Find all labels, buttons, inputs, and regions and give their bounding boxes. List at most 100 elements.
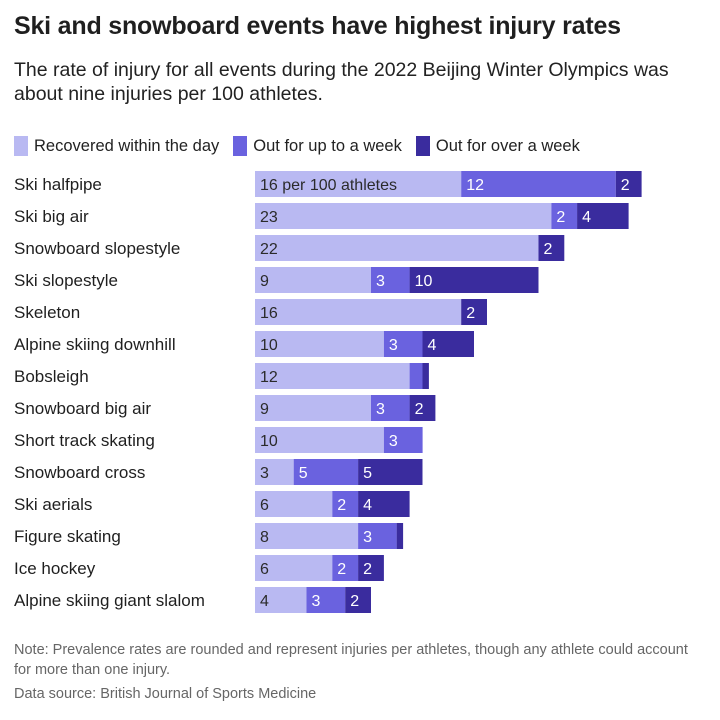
bar-row-ice-hockey: Ice hockey 6 2 2	[14, 555, 384, 581]
bar-segment-recovered	[255, 331, 384, 357]
data-label: 12	[260, 369, 278, 386]
bar-segment-recovered	[255, 555, 333, 581]
legend-label-week: Out for up to a week	[253, 136, 402, 155]
bar-segment-recovered	[255, 459, 294, 485]
data-label: 23	[260, 209, 278, 226]
data-label: 2	[337, 561, 346, 578]
data-label: 2	[415, 401, 424, 418]
bar-row-short-track-skating: Short track skating 10 3	[14, 427, 423, 453]
bar-segment-recovered	[255, 427, 384, 453]
legend-item-recovered: Recovered within the day	[14, 136, 219, 156]
legend-item-week: Out for up to a week	[233, 136, 402, 156]
data-label: 16	[260, 305, 278, 322]
bar-row-ski-big-air: Ski big air 23 2 4	[14, 203, 629, 229]
bar-segment-week	[306, 587, 346, 613]
bar-segment-over-week	[345, 587, 371, 613]
bar-segment-over-week	[396, 523, 404, 549]
data-label: 22	[260, 241, 278, 258]
bar-segment-week	[461, 171, 616, 197]
chart-subtitle: The rate of injury for all events during…	[14, 59, 669, 105]
bar-segment-recovered	[255, 267, 371, 293]
bar-segment-over-week	[409, 267, 539, 293]
data-label: 3	[312, 593, 321, 610]
bar-segment-recovered	[255, 587, 307, 613]
data-label: 2	[466, 305, 475, 322]
data-source: Data source: British Journal of Sports M…	[14, 686, 317, 702]
bar-segment-over-week	[577, 203, 629, 229]
category-label: Bobsleigh	[14, 367, 89, 386]
bar-segment-over-week	[358, 555, 384, 581]
bar-segment-week	[551, 203, 578, 229]
bar-segment-over-week	[461, 299, 487, 325]
category-label: Short track skating	[14, 431, 155, 450]
data-label: 2	[363, 561, 372, 578]
bar-segment-recovered	[255, 299, 462, 325]
bar-segment-week	[293, 459, 359, 485]
bar-row-alpine-skiing-downhill: Alpine skiing downhill 10 3 4	[14, 331, 474, 357]
chart-title: Ski and snowboard events have highest in…	[14, 12, 621, 40]
bar-row-snowboard-slopestyle: Snowboard slopestyle 22 2	[14, 235, 565, 261]
bar-row-figure-skating: Figure skating 8 3	[14, 523, 404, 549]
category-label: Snowboard cross	[14, 463, 145, 482]
category-label: Ice hockey	[14, 559, 96, 578]
data-label: 4	[363, 497, 372, 514]
bar-segment-week	[383, 331, 423, 357]
bar-row-snowboard-big-air: Snowboard big air 9 3 2	[14, 395, 436, 421]
bar-segment-week	[371, 267, 410, 293]
bar-row-ski-halfpipe: Ski halfpipe 16 per 100 athletes 12 2	[14, 171, 642, 197]
bar-segment-over-week	[615, 171, 642, 197]
category-label: Alpine skiing downhill	[14, 335, 176, 354]
data-label: 5	[363, 465, 372, 482]
category-label: Snowboard big air	[14, 399, 151, 418]
legend-item-over-week: Out for over a week	[415, 136, 580, 156]
legend-swatch-over-week	[415, 136, 430, 156]
bar-segment-over-week	[422, 331, 474, 357]
data-label: 3	[376, 401, 385, 418]
bar-segment-recovered	[255, 363, 410, 389]
bar-segment-over-week	[422, 363, 429, 389]
bar-segment-over-week	[358, 459, 423, 485]
category-label: Ski halfpipe	[14, 175, 102, 194]
data-label: 12	[466, 177, 484, 194]
legend-swatch-recovered	[14, 136, 28, 156]
category-label: Figure skating	[14, 527, 121, 546]
data-label: 3	[376, 273, 385, 290]
bar-segment-recovered	[255, 171, 462, 197]
bar-segment-over-week	[358, 491, 410, 517]
legend-label-over-week: Out for over a week	[435, 136, 580, 155]
bar-segment-recovered	[255, 203, 552, 229]
bar-segment-week	[358, 523, 397, 549]
category-label: Alpine skiing giant slalom	[14, 591, 205, 610]
bar-row-alpine-skiing-giant-slalom: Alpine skiing giant slalom 4 3 2	[14, 587, 371, 613]
data-label: 3	[389, 337, 398, 354]
data-label: 8	[260, 529, 269, 546]
category-label: Snowboard slopestyle	[14, 239, 180, 258]
data-label: 10	[260, 337, 278, 354]
bar-segment-week	[371, 395, 410, 421]
bar-segment-recovered	[255, 235, 539, 261]
data-label: 3	[389, 433, 398, 450]
legend-swatch-week	[233, 136, 248, 156]
data-label: 10	[260, 433, 278, 450]
bar-segment-recovered	[255, 395, 371, 421]
legend: Recovered within the day Out for up to a…	[14, 136, 594, 156]
data-label: 5	[299, 465, 308, 482]
data-label: 9	[260, 273, 269, 290]
bar-segment-recovered	[255, 523, 359, 549]
data-label: 2	[556, 209, 565, 226]
bar-segment-week	[332, 491, 359, 517]
category-label: Skeleton	[14, 303, 80, 322]
data-label: 4	[260, 593, 269, 610]
legend-label-recovered: Recovered within the day	[34, 136, 220, 155]
bar-row-ski-aerials: Ski aerials 6 2 4	[14, 491, 410, 517]
data-label: 4	[582, 209, 591, 226]
data-label: 9	[260, 401, 269, 418]
category-label: Ski aerials	[14, 495, 92, 514]
bar-segment-week	[409, 363, 423, 389]
bar-segment-week	[332, 555, 359, 581]
bar-segment-week	[383, 427, 423, 453]
bar-row-ski-slopestyle: Ski slopestyle 9 3 10	[14, 267, 539, 293]
bar-row-snowboard-cross: Snowboard cross 3 5 5	[14, 459, 423, 485]
data-label: 16 per 100 athletes	[260, 177, 397, 194]
